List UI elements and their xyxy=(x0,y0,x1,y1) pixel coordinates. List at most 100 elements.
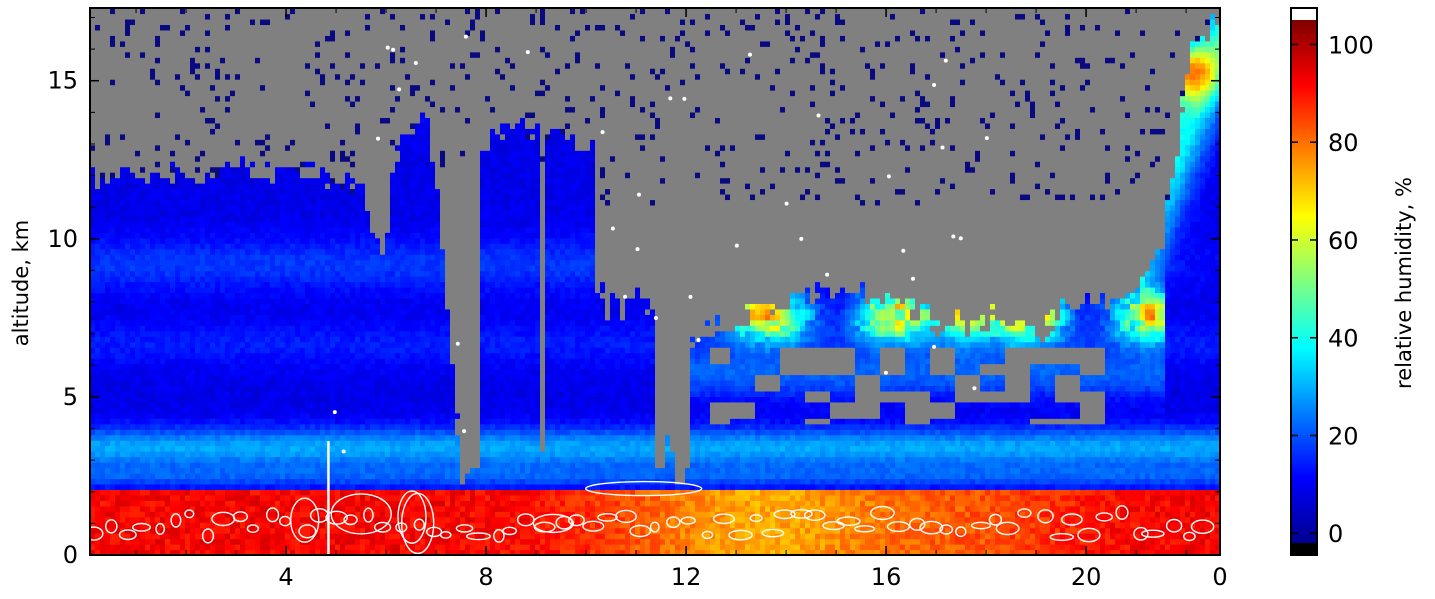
heatmap-cell xyxy=(240,549,246,555)
heatmap-cell xyxy=(290,483,296,490)
heatmap-cell xyxy=(200,423,206,430)
heatmap-cell xyxy=(335,527,341,534)
heatmap-cell xyxy=(140,500,146,507)
heatmap-cell xyxy=(255,314,261,321)
heatmap-cell xyxy=(165,57,171,64)
heatmap-cell xyxy=(125,193,131,201)
heatmap-cell xyxy=(230,538,236,545)
heatmap-cell xyxy=(205,122,211,129)
heatmap-cell xyxy=(90,516,96,523)
heatmap-cell xyxy=(130,385,136,392)
heatmap-cell xyxy=(245,172,251,179)
heatmap-cell xyxy=(315,90,321,97)
heatmap-cell xyxy=(145,73,151,80)
heatmap-cell xyxy=(95,161,101,168)
heatmap-cell xyxy=(275,516,281,523)
heatmap-cell xyxy=(120,385,126,392)
heatmap-cell xyxy=(165,336,171,343)
heatmap-cell xyxy=(110,374,116,381)
heatmap-cell xyxy=(165,276,171,283)
heatmap-cell xyxy=(135,336,141,343)
heatmap-cell xyxy=(190,544,196,551)
heatmap-cell xyxy=(225,122,231,129)
heatmap-cell xyxy=(100,374,106,381)
heatmap-cell xyxy=(135,133,141,140)
heatmap-cell xyxy=(280,204,286,211)
heatmap-cell xyxy=(120,183,126,190)
heatmap-cell xyxy=(255,456,261,463)
heatmap-cell xyxy=(275,35,281,42)
heatmap-cell xyxy=(230,385,236,392)
heatmap-cell xyxy=(105,319,111,326)
heatmap-cell xyxy=(185,281,191,288)
heatmap-cell xyxy=(115,13,121,20)
heatmap-cell xyxy=(210,467,216,474)
heatmap-cell xyxy=(150,292,156,299)
heatmap-cell xyxy=(170,363,176,370)
heatmap-cell xyxy=(170,440,176,447)
heatmap-cell xyxy=(265,401,271,408)
heatmap-cell xyxy=(335,396,341,403)
heatmap-cell xyxy=(260,396,266,403)
heatmap-cell xyxy=(305,396,311,403)
heatmap-cell xyxy=(185,314,191,321)
heatmap-cell xyxy=(290,538,296,545)
heatmap-cell xyxy=(300,46,306,53)
heatmap-cell xyxy=(330,46,336,53)
heatmap-cell xyxy=(290,95,296,102)
heatmap-cell xyxy=(90,177,96,184)
heatmap-cell xyxy=(225,79,231,86)
heatmap-cell xyxy=(220,483,226,490)
heatmap-cell xyxy=(260,358,266,365)
heatmap-cell xyxy=(190,188,196,195)
heatmap-cell xyxy=(305,128,311,135)
heatmap-cell xyxy=(305,46,311,53)
heatmap-cell xyxy=(335,407,341,414)
heatmap-cell xyxy=(175,363,181,370)
heatmap-cell xyxy=(180,90,186,97)
heatmap-cell xyxy=(100,489,106,496)
heatmap-cell xyxy=(235,177,241,184)
heatmap-cell xyxy=(320,319,326,326)
heatmap-cell xyxy=(150,172,156,179)
heatmap-cell xyxy=(240,248,246,255)
heatmap-cell xyxy=(275,314,281,321)
heatmap-cell xyxy=(180,57,186,64)
heatmap-cell xyxy=(105,117,111,124)
heatmap-cell xyxy=(220,494,226,501)
heatmap-cell xyxy=(160,84,166,91)
heatmap-cell xyxy=(165,188,171,195)
heatmap-cell xyxy=(140,106,146,113)
heatmap-cell xyxy=(320,172,326,179)
heatmap-cell xyxy=(285,451,291,458)
heatmap-cell xyxy=(90,396,96,403)
heatmap-cell xyxy=(195,79,201,86)
heatmap-cell xyxy=(175,440,181,447)
heatmap-cell xyxy=(220,35,226,42)
heatmap-cell xyxy=(310,117,316,124)
heatmap-cell xyxy=(245,210,251,217)
heatmap-cell xyxy=(105,401,111,408)
heatmap-cell xyxy=(285,308,291,315)
heatmap-cell xyxy=(260,210,266,217)
heatmap-cell xyxy=(295,106,301,113)
heatmap-cell xyxy=(280,533,286,540)
heatmap-cell xyxy=(140,172,146,179)
heatmap-cell xyxy=(175,139,181,146)
heatmap-cell xyxy=(235,467,241,474)
heatmap-cell xyxy=(110,511,116,518)
heatmap-cell xyxy=(140,29,146,36)
heatmap-cell xyxy=(170,330,176,337)
heatmap-cell xyxy=(135,407,141,414)
heatmap-cell xyxy=(300,62,306,69)
heatmap-cell xyxy=(105,259,111,266)
heatmap-cell xyxy=(120,286,126,294)
heatmap-cell xyxy=(130,330,136,337)
heatmap-cell xyxy=(205,248,211,255)
heatmap-cell xyxy=(305,172,311,179)
heatmap-cell xyxy=(130,215,136,222)
heatmap-cell xyxy=(185,390,191,397)
heatmap-cell xyxy=(250,248,256,255)
heatmap-cell xyxy=(260,226,266,233)
